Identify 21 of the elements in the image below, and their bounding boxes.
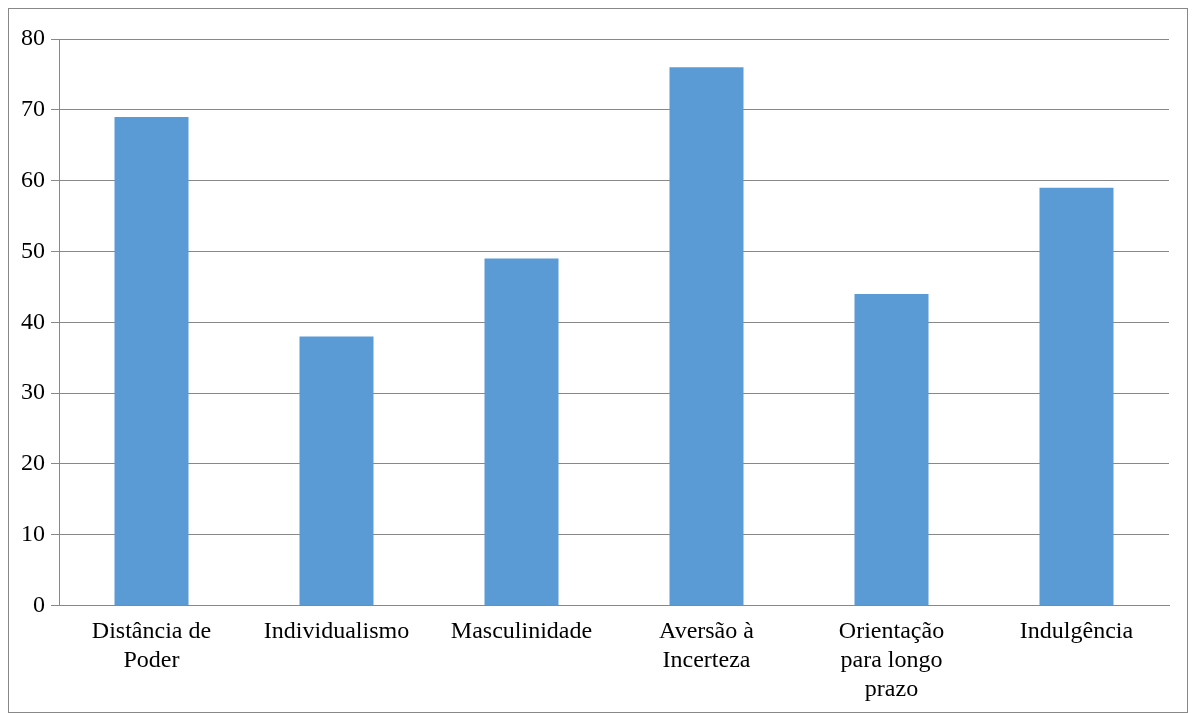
x-tick-label: Distância de Poder: [91, 617, 212, 673]
y-tick-label: 70: [21, 95, 45, 122]
y-tick-label: 30: [21, 378, 45, 405]
bar: [114, 116, 189, 606]
bar: [1039, 187, 1114, 606]
bar: [669, 67, 744, 606]
x-tick-label: Individualismo: [263, 617, 410, 644]
y-tick-label: 0: [33, 590, 45, 617]
x-tick-label: Orientação para longo prazo: [838, 617, 945, 701]
y-tick-label: 10: [21, 520, 45, 547]
x-tick-label: Indulgência: [1019, 617, 1134, 644]
bar: [854, 293, 929, 606]
x-tick-label: Masculinidade: [450, 617, 593, 644]
y-tick-label: 20: [21, 449, 45, 476]
x-tick-label: Aversão à Incerteza: [659, 617, 755, 673]
y-tick-label: 60: [21, 165, 45, 192]
y-tick-label: 80: [21, 24, 45, 51]
y-tick-label: 40: [21, 307, 45, 334]
bar: [484, 258, 559, 606]
bar: [299, 336, 374, 606]
y-tick-label: 50: [21, 236, 45, 263]
